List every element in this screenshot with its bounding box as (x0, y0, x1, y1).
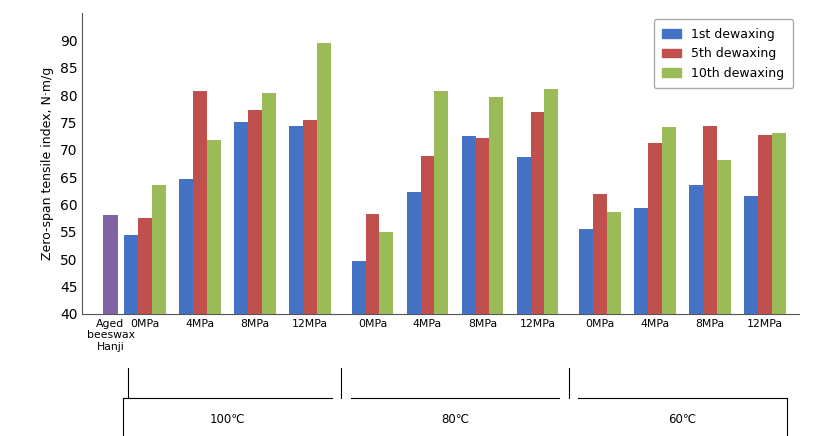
Bar (303, 120, 316, 436)
Bar (316, 43, 330, 436)
Bar (152, 185, 166, 436)
Bar (234, 123, 248, 436)
Bar (662, 127, 676, 436)
Bar (248, 110, 262, 436)
Bar (366, 215, 379, 436)
Bar (180, 179, 193, 436)
Bar (517, 157, 531, 436)
Bar (489, 97, 503, 436)
Bar (690, 185, 703, 436)
Bar (352, 261, 366, 436)
Bar (475, 138, 489, 436)
Text: 100℃: 100℃ (209, 413, 246, 426)
Bar (262, 93, 275, 436)
Bar (461, 136, 475, 436)
Bar (593, 194, 606, 436)
Bar (207, 140, 221, 436)
Bar (717, 160, 731, 436)
Bar (103, 215, 118, 436)
Bar (758, 135, 772, 436)
Bar (744, 196, 758, 436)
Bar (703, 126, 717, 436)
Legend: 1st dewaxing, 5th dewaxing, 10th dewaxing: 1st dewaxing, 5th dewaxing, 10th dewaxin… (653, 19, 793, 89)
Y-axis label: Zero-span tensile index, N·m/g: Zero-span tensile index, N·m/g (41, 67, 54, 260)
Bar (772, 133, 785, 436)
Bar (138, 218, 152, 436)
Bar (124, 235, 138, 436)
Bar (434, 91, 448, 436)
Bar (579, 229, 593, 436)
Bar (606, 211, 620, 436)
Bar (193, 91, 207, 436)
Bar (420, 157, 434, 436)
Text: 80℃: 80℃ (441, 413, 469, 426)
Bar (531, 112, 545, 436)
Bar (634, 208, 648, 436)
Text: 60℃: 60℃ (668, 413, 696, 426)
Bar (289, 126, 303, 436)
Bar (648, 143, 662, 436)
Bar (407, 192, 420, 436)
Bar (545, 89, 558, 436)
Bar (379, 232, 393, 436)
